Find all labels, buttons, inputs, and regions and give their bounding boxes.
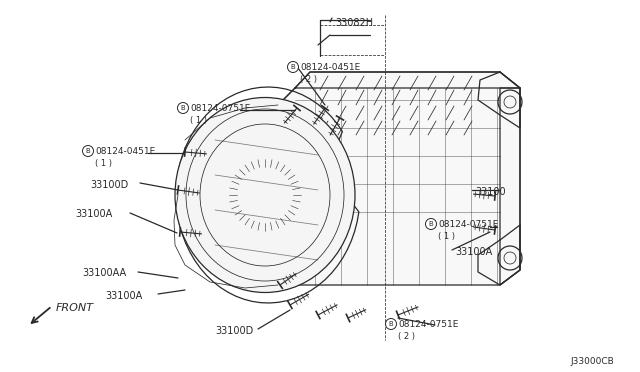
Text: ( 1 ): ( 1 ) bbox=[190, 116, 207, 125]
Text: B: B bbox=[429, 221, 433, 227]
Polygon shape bbox=[278, 72, 520, 285]
Text: B: B bbox=[291, 64, 296, 70]
Text: B: B bbox=[180, 105, 186, 111]
Polygon shape bbox=[478, 225, 520, 285]
Text: 08124-0451E: 08124-0451E bbox=[95, 147, 156, 156]
Polygon shape bbox=[478, 72, 520, 128]
Ellipse shape bbox=[175, 97, 355, 292]
Circle shape bbox=[385, 318, 397, 330]
Polygon shape bbox=[295, 72, 520, 88]
Circle shape bbox=[426, 218, 436, 230]
Text: B: B bbox=[86, 148, 90, 154]
Polygon shape bbox=[500, 88, 520, 285]
Circle shape bbox=[83, 145, 93, 157]
Text: 33100A: 33100A bbox=[105, 291, 142, 301]
Circle shape bbox=[287, 61, 298, 73]
Text: 33100: 33100 bbox=[475, 187, 506, 197]
Text: ( 1 ): ( 1 ) bbox=[438, 232, 455, 241]
Text: 08124-0751E: 08124-0751E bbox=[190, 104, 250, 113]
Text: 33100D: 33100D bbox=[90, 180, 128, 190]
Text: ( 2 ): ( 2 ) bbox=[398, 332, 415, 341]
Circle shape bbox=[213, 143, 317, 247]
Text: 08124-0751E: 08124-0751E bbox=[438, 220, 499, 229]
Text: 33082H: 33082H bbox=[335, 18, 373, 28]
Text: 33100A: 33100A bbox=[75, 209, 112, 219]
Text: 08124-0751E: 08124-0751E bbox=[398, 320, 458, 329]
Circle shape bbox=[177, 103, 189, 113]
Text: B: B bbox=[388, 321, 394, 327]
Text: ( 2 ): ( 2 ) bbox=[300, 75, 317, 84]
Text: 33100A: 33100A bbox=[455, 247, 492, 257]
Text: ( 1 ): ( 1 ) bbox=[95, 159, 112, 168]
Text: 33100AA: 33100AA bbox=[82, 268, 126, 278]
Text: FRONT: FRONT bbox=[56, 303, 94, 313]
Text: J33000CB: J33000CB bbox=[570, 357, 614, 366]
Text: 08124-0451E: 08124-0451E bbox=[300, 63, 360, 72]
Text: 33100D: 33100D bbox=[215, 326, 253, 336]
